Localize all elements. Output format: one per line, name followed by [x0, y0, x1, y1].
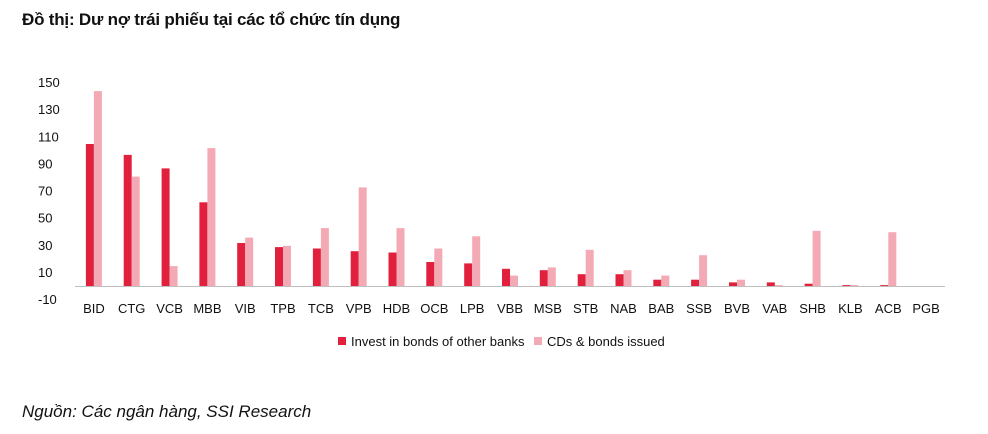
bar-msb-invest [539, 270, 548, 287]
bar-hdb-invest [388, 252, 397, 287]
bar-stb-cds [585, 249, 594, 287]
bar-vib-cds [245, 237, 254, 287]
bar-vpb-invest [350, 251, 359, 287]
x-tick-label: MSB [534, 301, 562, 316]
legend-swatch-cds [534, 337, 542, 345]
legend: Invest in bonds of other banks CDs & bon… [338, 334, 665, 349]
bar-mbb-invest [199, 202, 208, 287]
bar-bvb-invest [729, 282, 737, 287]
legend-label-invest: Invest in bonds of other banks [351, 334, 525, 349]
bar-acb-cds [888, 232, 897, 287]
bar-klb-invest [842, 285, 851, 287]
bar-mbb-cds [207, 148, 216, 287]
x-tick-label: KLB [838, 301, 863, 316]
x-tick-label: HDB [383, 301, 410, 316]
x-tick-label: CTG [118, 301, 145, 316]
y-tick-label: 10 [38, 265, 52, 280]
bar-vib-invest [237, 243, 246, 287]
bar-klb-cds [850, 285, 859, 287]
y-tick-label: 30 [38, 238, 52, 253]
bar-shb-cds [812, 230, 821, 287]
legend-swatch-invest [338, 337, 346, 345]
x-tick-label: LPB [460, 301, 485, 316]
y-tick-label: 130 [38, 102, 60, 117]
x-tick-label: PGB [912, 301, 939, 316]
x-tick-label: TPB [270, 301, 295, 316]
x-tick-label: BAB [648, 301, 674, 316]
x-tick-label: VIB [235, 301, 256, 316]
bar-nab-cds [623, 270, 632, 287]
bar-lpb-cds [472, 236, 481, 287]
x-tick-label: STB [573, 301, 598, 316]
bar-vab-cds [774, 285, 783, 287]
bar-vcb-cds [169, 266, 178, 287]
bar-shb-invest [804, 283, 813, 287]
x-tick-label: VAB [762, 301, 787, 316]
bar-stb-invest [577, 274, 586, 287]
x-axis: BID CTG VCB MBB VIB TPB TCB VPB HDB OCB LPB VBB MSB S… [83, 301, 940, 316]
bar-ocb-cds [434, 248, 443, 287]
bar-nab-invest [615, 274, 624, 287]
bar-tpb-cds [283, 245, 291, 287]
bar-tcb-cds [320, 228, 329, 287]
x-tick-label: VBB [497, 301, 523, 316]
bars-group [85, 91, 935, 287]
bar-ctg-cds [131, 176, 140, 287]
x-tick-label: BVB [724, 301, 750, 316]
bar-acb-invest [880, 285, 889, 287]
x-tick-label: NAB [610, 301, 637, 316]
x-tick-label: VPB [346, 301, 372, 316]
bar-tcb-invest [312, 248, 321, 287]
x-tick-label: OCB [420, 301, 448, 316]
bar-chart: -10 10 30 50 70 90 110 130 150 BID CTG VCB MBB VIB TP… [38, 75, 945, 349]
bar-vbb-invest [502, 268, 510, 287]
y-tick-label: 50 [38, 211, 52, 226]
bar-ssb-invest [691, 279, 700, 287]
bar-tpb-invest [275, 247, 283, 287]
bar-ocb-invest [426, 262, 435, 287]
bar-bab-invest [653, 279, 662, 287]
bar-vab-invest [766, 282, 775, 287]
bar-vcb-invest [161, 168, 170, 287]
y-tick-label: 110 [38, 129, 59, 144]
bar-ssb-cds [699, 255, 708, 287]
chart-title: Đồ thị: Dư nợ trái phiếu tại các tổ chức… [22, 10, 401, 29]
y-tick-label: -10 [38, 292, 57, 307]
x-tick-label: SHB [799, 301, 826, 316]
y-tick-label: 90 [38, 156, 52, 171]
source-note: Nguồn: Các ngân hàng, SSI Research [22, 402, 312, 421]
y-tick-label: 150 [38, 75, 60, 90]
x-tick-label: SSB [686, 301, 712, 316]
y-axis: -10 10 30 50 70 90 110 130 150 [38, 75, 60, 307]
y-tick-label: 70 [38, 184, 52, 199]
bar-bid-cds [93, 91, 102, 287]
x-tick-label: MBB [193, 301, 221, 316]
x-tick-label: VCB [156, 301, 183, 316]
bar-bab-cds [661, 275, 670, 287]
legend-label-cds: CDs & bonds issued [547, 334, 665, 349]
bar-hdb-cds [396, 228, 405, 287]
bar-bid-invest [85, 144, 94, 287]
bar-bvb-cds [737, 279, 745, 287]
x-tick-label: BID [83, 301, 105, 316]
bar-vbb-cds [510, 275, 518, 287]
bar-lpb-invest [464, 263, 473, 287]
bar-msb-cds [547, 267, 556, 287]
x-tick-label: ACB [875, 301, 902, 316]
bar-vpb-cds [358, 187, 367, 287]
x-tick-label: TCB [308, 301, 334, 316]
bar-ctg-invest [123, 154, 132, 287]
